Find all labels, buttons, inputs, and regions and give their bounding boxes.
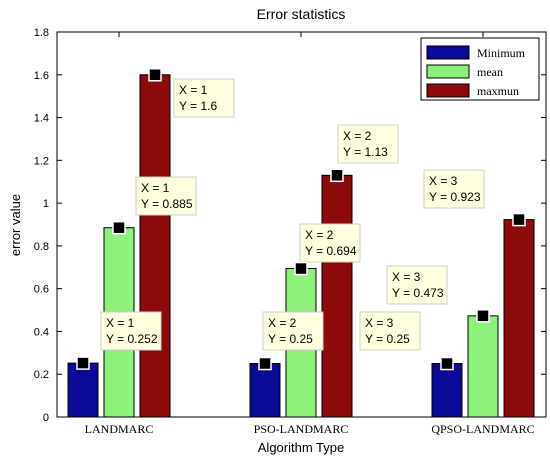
datatip-box: [386, 265, 448, 305]
datatip-x-text: X = 1: [106, 316, 135, 330]
datatip-x-text: X = 2: [305, 228, 334, 242]
datatip-box: [299, 223, 361, 263]
legend-swatch-mean: [426, 64, 470, 79]
datatip-marker: [148, 68, 162, 82]
datatip-marker: [112, 220, 126, 235]
chart-title: Error statistics: [257, 6, 346, 22]
datatip-y-text: Y = 0.25: [268, 332, 313, 346]
x-axis-ticks: LANDMARC PSO-LANDMARC QPSO-LANDMARC: [85, 32, 535, 436]
datatip-x-text: X = 3: [365, 316, 394, 330]
datatip-y-text: Y = 1.6: [179, 99, 217, 113]
datatip-x-text: X = 1: [141, 181, 170, 195]
datatip-marker: [440, 356, 454, 371]
legend-label-maxmun: maxmun: [477, 84, 519, 98]
datatip-box: [262, 311, 324, 351]
legend: Minimum mean maxmun: [420, 37, 540, 101]
x-tick-label: PSO-LANDMARC: [254, 422, 349, 436]
datatip[interactable]: X = 3 Y = 0.923: [423, 169, 526, 227]
datatip-x-text: X = 2: [268, 316, 297, 330]
datatip-y-text: Y = 0.252: [106, 332, 158, 346]
datatip-x-text: X = 3: [392, 270, 421, 284]
datatip-box: [337, 124, 399, 164]
bar-maxmun-2[interactable]: [321, 174, 353, 418]
legend-swatch-maxmun: [426, 83, 470, 98]
datatip-marker: [294, 261, 308, 276]
datatips: X = 1 Y = 0.252 X = 1 Y = 0.885 X = 1 Y = 1.6…: [76, 68, 526, 371]
datatip[interactable]: X = 1 Y = 1.6: [148, 68, 235, 118]
datatip-x-text: X = 2: [343, 129, 372, 143]
datatip-box: [173, 78, 235, 118]
y-axis-label: error value: [8, 194, 23, 256]
datatip-marker: [76, 356, 90, 370]
bar-minimum-2[interactable]: [249, 363, 281, 418]
datatip-y-text: Y = 1.13: [343, 145, 388, 159]
datatip[interactable]: X = 3 Y = 0.25: [359, 311, 454, 371]
x-axis-label: Algorithm Type: [258, 440, 344, 455]
y-tick-label: 0.8: [34, 241, 49, 253]
y-tick-label: 1.4: [34, 113, 49, 125]
y-tick-label: 1: [43, 198, 49, 210]
legend-swatch-minimum: [426, 45, 470, 60]
datatip[interactable]: X = 2 Y = 0.694: [294, 223, 361, 276]
legend-label-mean: mean: [477, 65, 503, 79]
datatip[interactable]: X = 2 Y = 0.25: [258, 311, 324, 371]
datatip-box: [359, 311, 421, 351]
bar-mean-3[interactable]: [467, 315, 499, 418]
y-tick-label: 0.4: [34, 326, 49, 338]
y-axis-ticks: 0 0.2 0.4 0.6 0.8 1 1.2 1.4 1.6 1.8: [34, 27, 546, 424]
bar-maxmun-1[interactable]: [139, 74, 171, 418]
datatip[interactable]: X = 1 Y = 0.885: [112, 176, 197, 235]
y-tick-label: 1.2: [34, 155, 49, 167]
y-tick-label: 0: [43, 412, 49, 424]
x-tick-label: QPSO-LANDMARC: [431, 422, 534, 436]
datatip[interactable]: X = 2 Y = 1.13: [330, 124, 399, 183]
bar-minimum-3[interactable]: [431, 363, 463, 418]
datatip-marker: [476, 309, 490, 323]
y-tick-label: 0.6: [34, 284, 49, 296]
datatip-marker: [258, 356, 272, 371]
datatip-y-text: Y = 0.25: [365, 332, 410, 346]
legend-label-minimum: Minimum: [477, 46, 526, 60]
datatip-x-text: X = 1: [179, 83, 208, 97]
bar-maxmun-3[interactable]: [503, 219, 535, 418]
x-tick-label: LANDMARC: [85, 422, 154, 436]
datatip-y-text: Y = 0.885: [141, 197, 193, 211]
y-tick-label: 1.6: [34, 70, 49, 82]
y-tick-label: 1.8: [34, 27, 49, 39]
datatip[interactable]: X = 3 Y = 0.473: [386, 265, 490, 323]
datatip-y-text: Y = 0.694: [305, 244, 357, 258]
datatip-marker: [330, 168, 344, 183]
datatip-box: [423, 169, 485, 209]
y-tick-label: 0.2: [34, 369, 49, 381]
datatip-y-text: Y = 0.473: [392, 286, 444, 300]
datatip[interactable]: X = 1 Y = 0.252: [76, 311, 162, 370]
datatip-y-text: Y = 0.923: [429, 190, 481, 204]
datatip-x-text: X = 3: [429, 174, 458, 188]
datatip-box: [100, 311, 162, 351]
bar-minimum-1[interactable]: [67, 362, 99, 418]
datatip-box: [135, 176, 197, 216]
datatip-marker: [512, 212, 526, 227]
